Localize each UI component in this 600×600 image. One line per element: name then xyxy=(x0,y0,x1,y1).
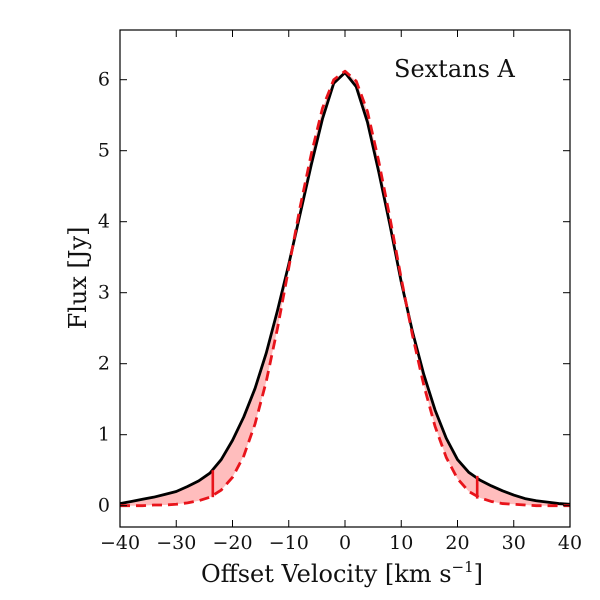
x-axis-label: Offset Velocity [km s−1] xyxy=(201,558,483,588)
x-axis-label-superscript: −1 xyxy=(452,558,474,576)
y-tick-label: 2 xyxy=(98,353,110,375)
series-solid-line xyxy=(119,71,571,506)
y-axis-label: Flux [Jy] xyxy=(64,227,92,330)
plot-frame xyxy=(119,29,571,528)
x-tick-label: −20 xyxy=(212,532,252,554)
x-axis-label-suffix: ] xyxy=(474,560,483,588)
x-tick-label: 0 xyxy=(339,532,351,554)
x-tick-label: 30 xyxy=(502,532,526,554)
y-tick-label: 3 xyxy=(98,282,110,304)
y-tick-label: 6 xyxy=(98,69,110,91)
x-tick-label: −40 xyxy=(100,532,140,554)
y-tick-label: 1 xyxy=(98,424,110,446)
x-tick-label: −30 xyxy=(156,532,196,554)
x-tick-label: 20 xyxy=(445,532,469,554)
shaded-region xyxy=(120,71,570,506)
x-tick-label: 40 xyxy=(558,532,582,554)
chart-annotation: Sextans A xyxy=(394,55,516,83)
ticks-layer: −40 −30 −20 −10 0 10 20 30 40 0 1 2 3 4 5 6 xyxy=(98,30,582,554)
plot-layer xyxy=(119,69,571,508)
y-tick-label: 5 xyxy=(98,140,110,162)
x-axis-label-main: Offset Velocity [km s xyxy=(201,560,452,588)
y-tick-label: 0 xyxy=(98,495,110,517)
x-tick-label: −10 xyxy=(269,532,309,554)
y-tick-label: 4 xyxy=(98,211,110,233)
x-tick-label: 10 xyxy=(389,532,413,554)
series-dashed-line xyxy=(120,69,570,508)
